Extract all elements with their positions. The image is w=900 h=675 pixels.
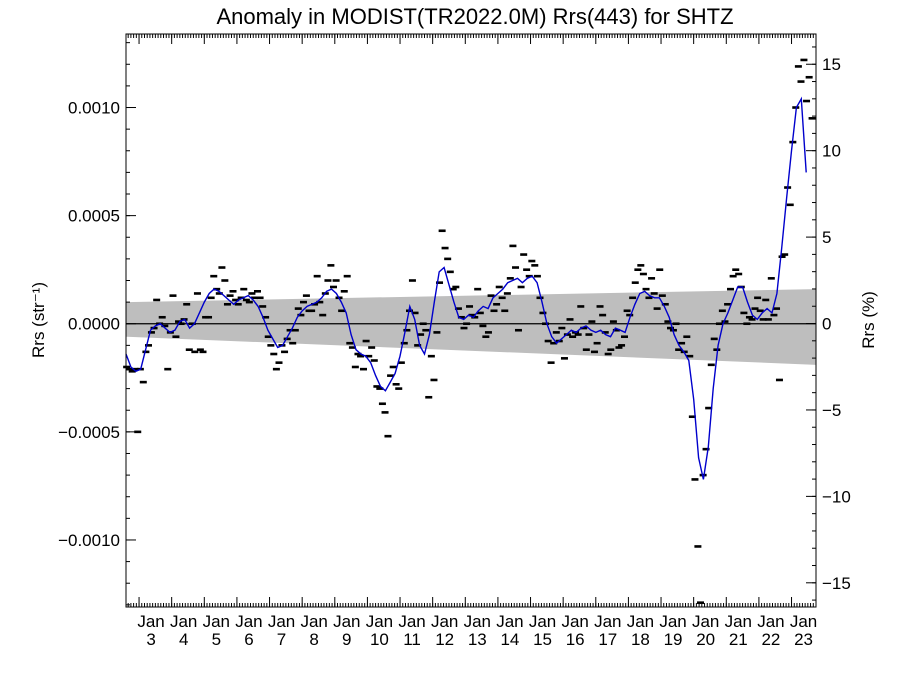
- x-tick-month: Jan: [203, 612, 230, 631]
- x-tick-year: 10: [370, 630, 389, 649]
- y-right-tick-label: 10: [822, 142, 841, 161]
- x-tick-year: 9: [342, 630, 351, 649]
- y-left-tick-label: 0.0010: [68, 99, 120, 118]
- x-tick-month: Jan: [398, 612, 425, 631]
- x-tick-year: 14: [500, 630, 519, 649]
- x-tick-year: 8: [309, 630, 318, 649]
- x-tick-year: 3: [146, 630, 155, 649]
- x-tick-month: Jan: [659, 612, 686, 631]
- x-tick-month: Jan: [594, 612, 621, 631]
- chart-title: Anomaly in MODIST(TR2022.0M) Rrs(443) fo…: [216, 4, 733, 29]
- y-right-tick-label: 0: [822, 315, 831, 334]
- x-tick-year: 21: [729, 630, 748, 649]
- x-tick-year: 5: [212, 630, 221, 649]
- y-left-tick-label: −0.0005: [58, 423, 120, 442]
- x-tick-month: Jan: [170, 612, 197, 631]
- x-tick-year: 20: [696, 630, 715, 649]
- x-tick-year: 7: [277, 630, 286, 649]
- x-tick-month: Jan: [268, 612, 295, 631]
- y-axis-label-left: Rrs (str⁻¹): [29, 282, 48, 358]
- x-tick-year: 15: [533, 630, 552, 649]
- x-tick-year: 17: [598, 630, 617, 649]
- y-right-tick-label: −5: [822, 401, 841, 420]
- x-tick-month: Jan: [137, 612, 164, 631]
- y-right-tick-label: −10: [822, 487, 851, 506]
- y-axis-label-right: Rrs (%): [859, 291, 878, 349]
- x-tick-month: Jan: [333, 612, 360, 631]
- y-left-tick-label: 0.0005: [68, 207, 120, 226]
- plot-area: Jan3Jan4Jan5Jan6Jan7Jan8Jan9Jan10Jan11Ja…: [58, 33, 851, 649]
- x-tick-month: Jan: [431, 612, 458, 631]
- y-left-tick-label: 0.0000: [68, 315, 120, 334]
- x-tick-month: Jan: [366, 612, 393, 631]
- x-tick-year: 4: [179, 630, 188, 649]
- x-tick-month: Jan: [692, 612, 719, 631]
- x-tick-month: Jan: [627, 612, 654, 631]
- x-tick-year: 18: [631, 630, 650, 649]
- x-tick-year: 6: [244, 630, 253, 649]
- x-tick-month: Jan: [529, 612, 556, 631]
- x-tick-year: 23: [794, 630, 813, 649]
- x-tick-month: Jan: [235, 612, 262, 631]
- x-tick-month: Jan: [561, 612, 588, 631]
- y-right-tick-label: 15: [822, 55, 841, 74]
- x-tick-year: 16: [566, 630, 585, 649]
- x-tick-month: Jan: [757, 612, 784, 631]
- y-right-tick-label: −15: [822, 574, 851, 593]
- x-tick-year: 11: [403, 630, 421, 649]
- x-tick-year: 13: [468, 630, 487, 649]
- y-right-tick-label: 5: [822, 228, 831, 247]
- x-tick-month: Jan: [790, 612, 817, 631]
- y-left-tick-label: −0.0010: [58, 531, 120, 550]
- x-tick-year: 19: [664, 630, 683, 649]
- smooth-line: [125, 96, 807, 480]
- x-tick-year: 22: [761, 630, 780, 649]
- x-tick-month: Jan: [300, 612, 327, 631]
- x-tick-month: Jan: [725, 612, 752, 631]
- x-tick-month: Jan: [496, 612, 523, 631]
- x-tick-year: 12: [435, 630, 454, 649]
- x-tick-month: Jan: [464, 612, 491, 631]
